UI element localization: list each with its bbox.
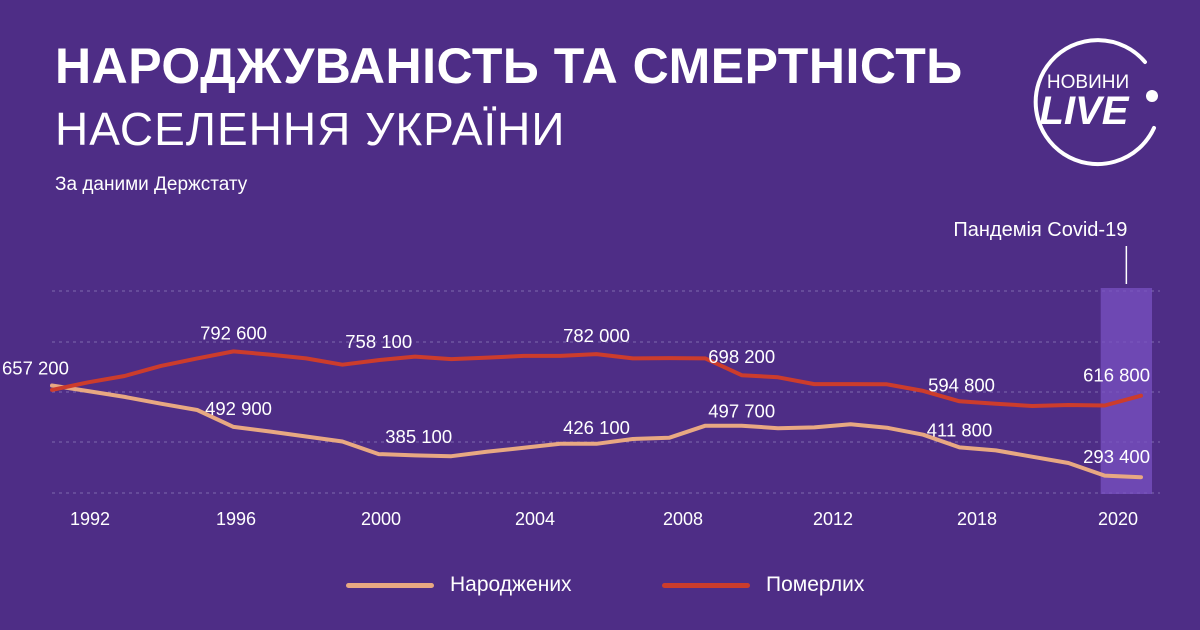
legend-swatch-births (346, 582, 434, 588)
pandemic-band-layer: Пандемія Covid-19 (953, 219, 1152, 494)
data-label-2: 385 100 (385, 426, 452, 447)
data-label-7: 792 600 (200, 322, 267, 343)
legend-swatch-deaths (662, 582, 750, 588)
x-tick-label-2000: 2000 (361, 509, 401, 529)
data-label-6: 293 400 (1083, 446, 1150, 467)
legend-item-births[interactable]: Народжених (346, 570, 572, 600)
legend-label-deaths: Померлих (766, 573, 865, 596)
x-tick-label-2008: 2008 (663, 509, 703, 529)
x-tick-label-2004: 2004 (515, 509, 555, 529)
legend-label-births: Народжених (450, 573, 572, 596)
data-label-3: 426 100 (563, 417, 630, 438)
data-label-1: 492 900 (205, 398, 272, 419)
data-label-4: 497 700 (708, 401, 775, 422)
x-tick-label-2018: 2018 (957, 509, 997, 529)
novyny-live-logo[interactable]: НОВИНИ LIVE (1028, 30, 1168, 170)
logo-dot-icon (1146, 90, 1158, 102)
source-note: За даними Держстату (55, 174, 248, 195)
data-label-10: 698 200 (708, 346, 775, 367)
data-label-5: 411 800 (927, 419, 993, 440)
logo-top-text: НОВИНИ (1047, 72, 1129, 93)
x-tick-label-1996: 1996 (216, 509, 256, 529)
data-label-11: 594 800 (928, 374, 995, 395)
x-tick-label-1992: 1992 (70, 509, 110, 529)
series-line-1 (50, 349, 1143, 408)
data-label-0: 657 200 (2, 358, 69, 379)
series-line-0 (50, 383, 1143, 480)
x-axis-ticks: 1992 1996 2000 2004 2008 2012 2018 2020 (70, 509, 1138, 529)
logo-main-text: LIVE (1040, 89, 1130, 133)
data-label-8: 758 100 (345, 331, 412, 352)
chart-title-line2: НАСЕЛЕННЯ УКРАЇНИ (55, 103, 566, 155)
data-label-9: 782 000 (563, 325, 630, 346)
data-label-12: 616 800 (1083, 365, 1150, 386)
logo-ring-icon (1033, 38, 1156, 167)
x-tick-label-2012: 2012 (813, 509, 853, 529)
pandemic-annotation: Пандемія Covid-19 (953, 219, 1127, 241)
x-tick-label-2020: 2020 (1098, 509, 1138, 529)
pandemic-band (1100, 288, 1152, 494)
series-layer (50, 349, 1143, 480)
legend-item-deaths[interactable]: Померлих (662, 570, 864, 600)
chart-title: НАРОДЖУВАНІСТЬ ТА СМЕРТНІСТЬ (55, 38, 963, 94)
data-label-layer: 657 200 492 900 385 100 426 100 497 700 411 8… (2, 322, 1150, 467)
legend: Народжених Померлих (0, 570, 1200, 600)
